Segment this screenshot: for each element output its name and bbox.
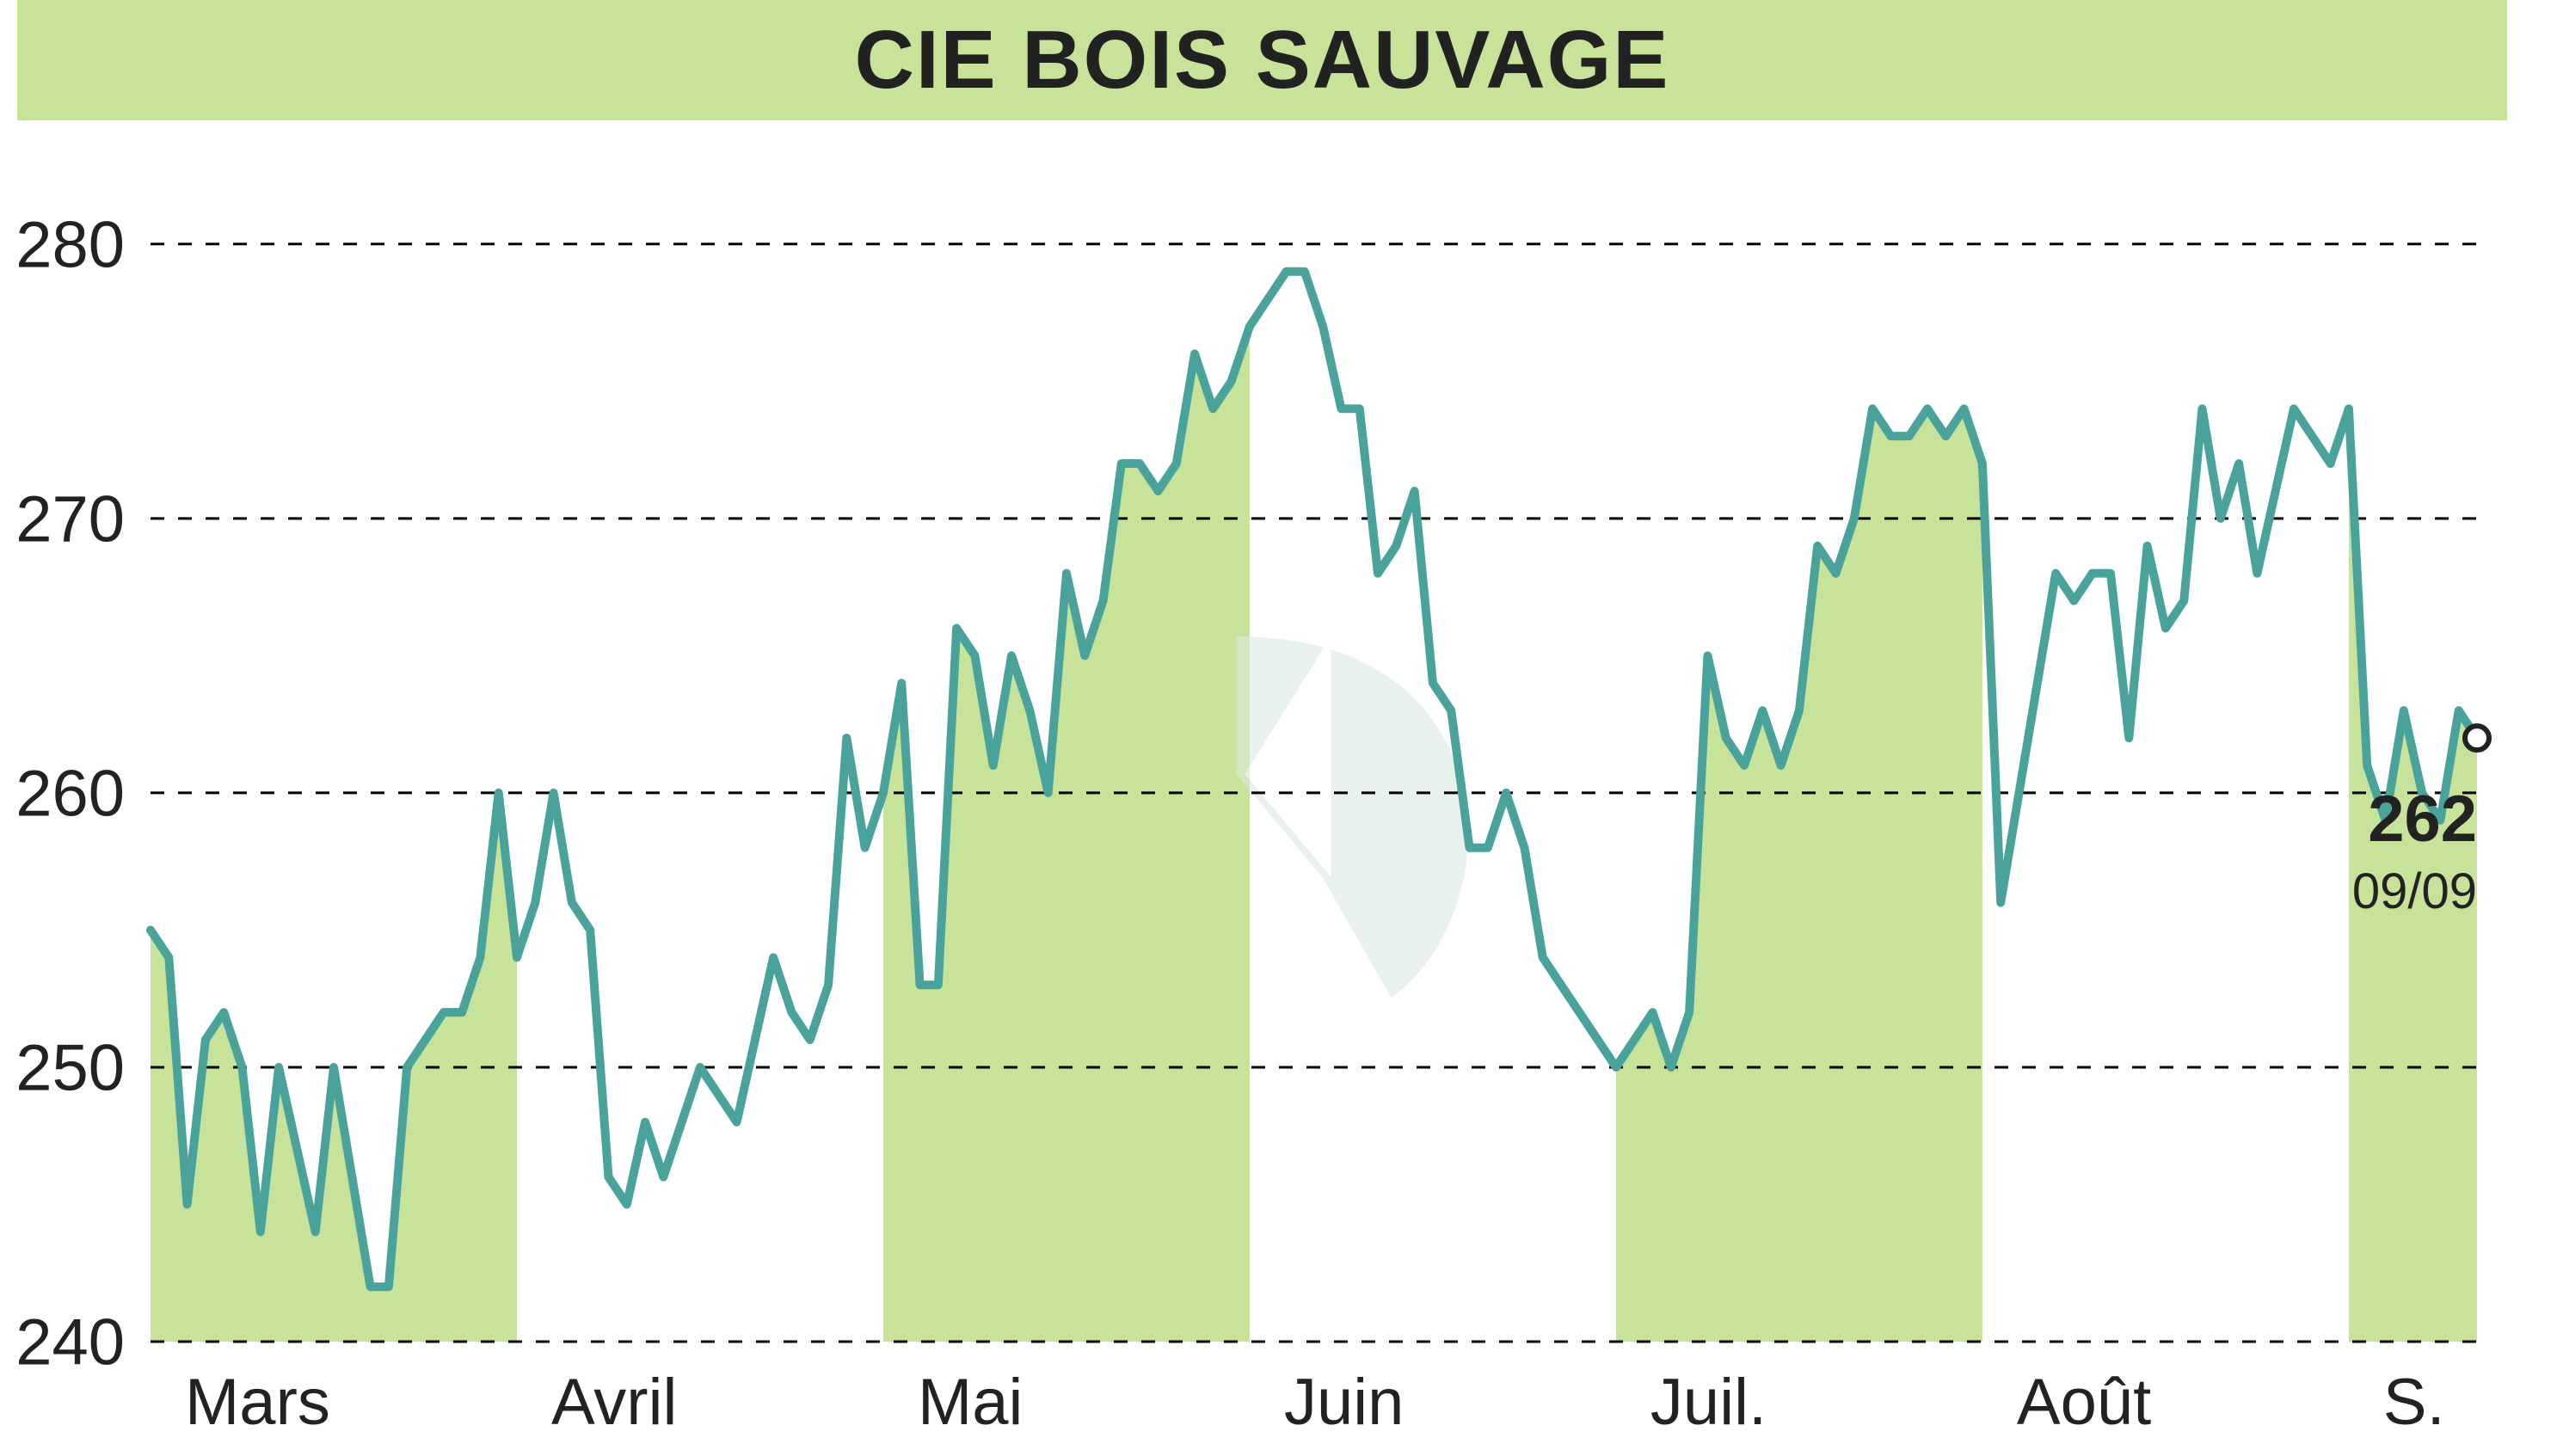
- x-tick-label: Août: [2017, 1366, 2151, 1439]
- chart-plot-area: 240 250 260 270 280 Mars Avril Mai Juin Juil. Août…: [0, 0, 2563, 1456]
- endpoint-marker: [2465, 726, 2489, 750]
- month-stripe: [1616, 146, 1982, 1385]
- x-tick-label: Avril: [551, 1366, 677, 1439]
- x-tick-label: Mai: [918, 1366, 1023, 1439]
- y-tick-label: 280: [15, 208, 125, 281]
- chart-container: CIE BOIS SAUVAGE 240250260270280MarsAvri…: [0, 0, 2563, 1456]
- endpoint-date: 09/09: [2352, 863, 2477, 919]
- x-tick-label: Juil.: [1650, 1366, 1767, 1439]
- y-tick-label: 270: [15, 482, 125, 556]
- x-tick-label: Juin: [1284, 1366, 1404, 1439]
- month-stripe: [883, 146, 1250, 1385]
- chart-svg: 240 250 260 270 280 Mars Avril Mai Juin Juil. Août…: [0, 0, 2563, 1456]
- endpoint-value: 262: [2368, 783, 2477, 856]
- x-tick-label: S.: [2383, 1366, 2445, 1439]
- month-stripe: [151, 146, 517, 1385]
- y-tick-label: 260: [15, 758, 125, 831]
- y-tick-label: 250: [15, 1032, 125, 1105]
- x-tick-label: Mars: [185, 1366, 330, 1439]
- y-tick-label: 240: [15, 1306, 125, 1379]
